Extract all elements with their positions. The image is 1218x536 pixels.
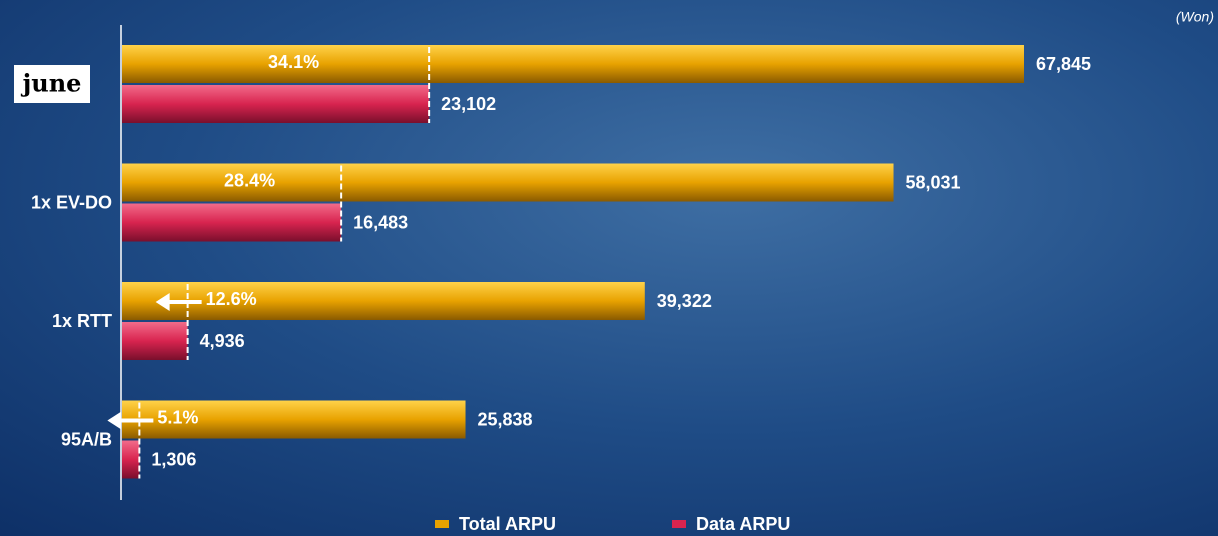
category-label: 1x EV-DO — [31, 192, 112, 212]
bar — [122, 45, 1024, 83]
category-label: 1x RTT — [52, 311, 112, 331]
bar — [122, 441, 139, 479]
value-label: 67,845 — [1036, 54, 1091, 74]
category-label: june — [21, 69, 82, 98]
ratio-label: 34.1% — [268, 52, 319, 72]
unit-label: (Won) — [1176, 9, 1214, 25]
legend-swatch — [672, 520, 686, 528]
legend-label: Total ARPU — [459, 514, 556, 534]
value-label: 39,322 — [657, 291, 712, 311]
value-label: 16,483 — [353, 212, 408, 232]
chart: (Won) june 67,845 23,102 34.1% 1x EV-DO 58,03… — [0, 0, 1218, 536]
legend-label: Data ARPU — [696, 514, 790, 534]
legend-swatch — [435, 520, 449, 528]
value-label: 25,838 — [478, 409, 533, 429]
value-label: 58,031 — [906, 172, 961, 192]
ratio-label: 28.4% — [224, 170, 275, 190]
bar — [122, 322, 188, 360]
bar — [122, 85, 429, 123]
bar — [122, 204, 341, 242]
category-label: 95A/B — [61, 429, 112, 449]
ratio-label: 12.6% — [206, 289, 257, 309]
ratio-label: 5.1% — [157, 407, 198, 427]
value-label: 1,306 — [151, 449, 196, 469]
value-label: 23,102 — [441, 94, 496, 114]
value-label: 4,936 — [200, 331, 245, 351]
